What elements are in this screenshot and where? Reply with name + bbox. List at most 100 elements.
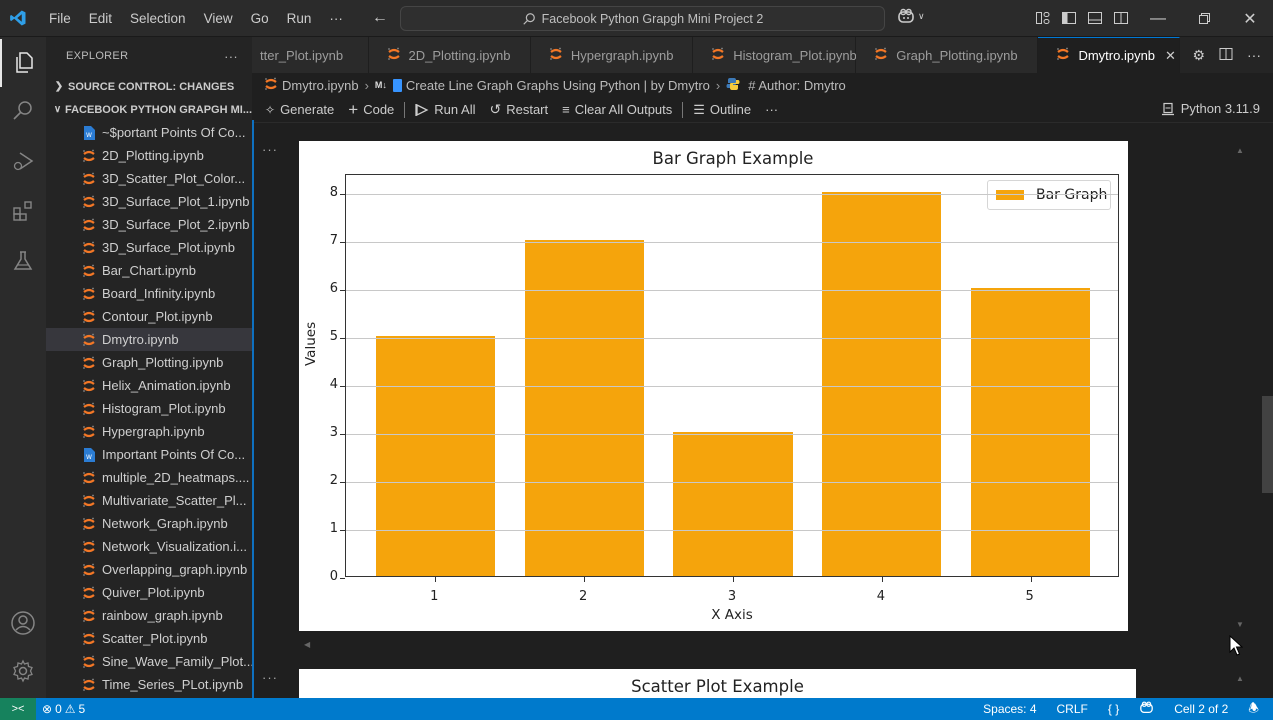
toggle-primary-sidebar-icon[interactable]: [1061, 10, 1077, 26]
more-actions-icon[interactable]: ···: [1247, 47, 1262, 63]
run-debug-icon[interactable]: [0, 137, 46, 185]
tab-label: Histogram_Plot.ipynb: [733, 47, 857, 63]
y-tick-mark: [340, 242, 345, 244]
indentation-button[interactable]: Spaces: 4: [983, 702, 1037, 716]
breadcrumb-file[interactable]: Dmytro.ipynb: [282, 77, 359, 93]
scroll-up-icon[interactable]: ▲: [1236, 674, 1244, 683]
search-icon[interactable]: [0, 87, 46, 135]
outline-button[interactable]: ☰ Outline: [686, 102, 758, 118]
scroll-left-icon[interactable]: ◀: [304, 640, 311, 649]
cell-more-button[interactable]: ···: [262, 142, 278, 157]
testing-flask-icon[interactable]: [0, 237, 46, 285]
file-item[interactable]: rainbow_graph.ipynb: [46, 604, 252, 627]
file-item[interactable]: W Important Points Of Co...: [46, 443, 252, 466]
file-item[interactable]: Overlapping_graph.ipynb: [46, 558, 252, 581]
kernel-picker[interactable]: Python 3.11.9: [1161, 101, 1260, 116]
file-item[interactable]: Sine_Wave_Family_Plot....: [46, 650, 252, 673]
run-all-button[interactable]: Run All: [408, 102, 482, 117]
tab-dmytro-ipynb[interactable]: Dmytro.ipynb ✕: [1038, 37, 1181, 73]
menu-more[interactable]: ···: [329, 10, 343, 26]
menu-file[interactable]: File: [49, 10, 71, 26]
source-control-section[interactable]: ❯ SOURCE CONTROL: CHANGES: [46, 75, 252, 98]
file-item[interactable]: 3D_Surface_Plot.ipynb: [46, 236, 252, 259]
file-item[interactable]: Helix_Animation.ipynb: [46, 374, 252, 397]
close-tab-icon[interactable]: ✕: [1165, 47, 1176, 63]
restore-button[interactable]: [1181, 0, 1227, 37]
close-window-button[interactable]: ✕: [1243, 10, 1257, 28]
cell-position[interactable]: Cell 2 of 2: [1174, 702, 1229, 716]
add-code-button[interactable]: + Code: [341, 101, 401, 118]
file-item[interactable]: Time_Series_PLot.ipynb: [46, 673, 252, 696]
search-text: Facebook Python Grapgh Mini Project 2: [541, 11, 764, 26]
sash-divider[interactable]: [252, 120, 254, 698]
toggle-secondary-sidebar-icon[interactable]: [1113, 10, 1129, 26]
language-braces-button[interactable]: { }: [1107, 702, 1120, 716]
problems-button[interactable]: ⊗ 0 ⚠ 5: [42, 702, 85, 716]
vertical-scrollbar-thumb[interactable]: [1262, 396, 1273, 493]
toggle-panel-icon[interactable]: [1087, 10, 1103, 26]
minimize-button[interactable]: —: [1150, 9, 1166, 27]
scroll-down-icon[interactable]: ▼: [1236, 620, 1244, 629]
mouse-cursor-icon: [1229, 635, 1243, 656]
menu-go[interactable]: Go: [250, 10, 269, 26]
file-item[interactable]: Histogram_Plot.ipynb: [46, 397, 252, 420]
account-icon[interactable]: [0, 599, 46, 647]
tab-graph-plotting-ipynb[interactable]: Graph_Plotting.ipynb: [856, 37, 1039, 73]
svg-text:W: W: [86, 454, 92, 461]
clear-outputs-button[interactable]: ≡ Clear All Outputs: [555, 102, 679, 117]
extensions-icon[interactable]: [0, 187, 46, 235]
file-item[interactable]: Dmytro.ipynb: [46, 328, 252, 351]
split-editor-icon[interactable]: [1219, 47, 1233, 64]
notebook-editor[interactable]: ··· ··· Bar Graph Example Values Bar Gra…: [254, 124, 1273, 698]
gear-icon[interactable]: ⚙: [1192, 46, 1206, 63]
command-center-search[interactable]: Facebook Python Grapgh Mini Project 2: [400, 6, 885, 31]
scroll-up-icon[interactable]: ▲: [1236, 146, 1244, 155]
tab-hypergraph-ipynb[interactable]: Hypergraph.ipynb: [530, 37, 694, 73]
menu-edit[interactable]: Edit: [88, 10, 113, 26]
explorer-more-button[interactable]: ···: [224, 48, 238, 64]
customize-layout-icon[interactable]: [1035, 10, 1051, 26]
restart-button[interactable]: ↺ Restart: [482, 101, 555, 118]
file-item[interactable]: 3D_Scatter_Plot_Color...: [46, 167, 252, 190]
copilot-button[interactable]: ∨: [897, 8, 925, 24]
file-item[interactable]: Hypergraph.ipynb: [46, 420, 252, 443]
arrow-left-icon[interactable]: ←: [371, 9, 388, 26]
breadcrumb-section[interactable]: Create Line Graph Graphs Using Python | …: [405, 77, 710, 93]
tab-tter-plot-ipynb[interactable]: tter_Plot.ipynb: [252, 37, 369, 73]
tab-2d-plotting-ipynb[interactable]: 2D_Plotting.ipynb: [368, 37, 531, 73]
menu-run[interactable]: Run: [286, 10, 312, 26]
jupyter-icon: [82, 402, 96, 416]
file-item[interactable]: Quiver_Plot.ipynb: [46, 581, 252, 604]
file-item[interactable]: 2D_Plotting.ipynb: [46, 144, 252, 167]
explorer-icon[interactable]: [0, 39, 46, 87]
file-item[interactable]: Network_Graph.ipynb: [46, 512, 252, 535]
y-tick-mark: [340, 578, 345, 579]
tab-histogram-plot-ipynb[interactable]: Histogram_Plot.ipynb: [693, 37, 857, 73]
breadcrumb-cell[interactable]: # Author: Dmytro: [748, 77, 846, 93]
file-item[interactable]: W ~$portant Points Of Co...: [46, 121, 252, 144]
copilot-status-icon[interactable]: [1139, 701, 1154, 717]
file-item[interactable]: Bar_Chart.ipynb: [46, 259, 252, 282]
file-item[interactable]: Multivariate_Scatter_Pl...: [46, 489, 252, 512]
workspace-folder-section[interactable]: ∨ FACEBOOK PYTHON GRAPGH MI...: [46, 98, 252, 121]
notifications-bell-icon[interactable]: 🕭︎: [1248, 700, 1259, 715]
word-document-icon: W: [82, 447, 96, 462]
file-item[interactable]: 3D_Surface_Plot_1.ipynb: [46, 190, 252, 213]
generate-button[interactable]: ✧ Generate: [258, 102, 341, 117]
settings-gear-icon[interactable]: [0, 647, 46, 695]
run-all-icon: [415, 103, 429, 116]
toolbar-more-button[interactable]: ···: [765, 102, 779, 117]
file-item[interactable]: Graph_Plotting.ipynb: [46, 351, 252, 374]
cell-more-button[interactable]: ···: [262, 670, 278, 685]
eol-button[interactable]: CRLF: [1056, 702, 1088, 716]
menu-view[interactable]: View: [203, 10, 233, 26]
file-item[interactable]: multiple_2D_heatmaps....: [46, 466, 252, 489]
tab-label: 2D_Plotting.ipynb: [408, 47, 511, 63]
file-item[interactable]: Board_Infinity.ipynb: [46, 282, 252, 305]
file-item[interactable]: Scatter_Plot.ipynb: [46, 627, 252, 650]
remote-indicator-button[interactable]: ><: [0, 698, 36, 720]
file-item[interactable]: Network_Visualization.i...: [46, 535, 252, 558]
file-item[interactable]: Contour_Plot.ipynb: [46, 305, 252, 328]
file-item[interactable]: 3D_Surface_Plot_2.ipynb: [46, 213, 252, 236]
menu-selection[interactable]: Selection: [130, 10, 186, 26]
